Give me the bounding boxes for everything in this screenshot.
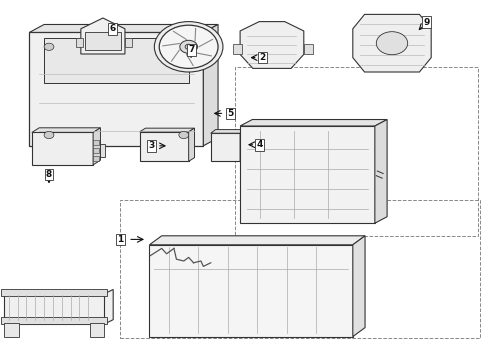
Polygon shape: [29, 24, 218, 32]
Text: 9: 9: [423, 18, 430, 27]
Bar: [88, 144, 105, 157]
Text: 3: 3: [149, 141, 155, 150]
Polygon shape: [353, 14, 431, 72]
Polygon shape: [140, 128, 195, 132]
Text: 4: 4: [256, 140, 263, 149]
Bar: [233, 44, 242, 54]
Polygon shape: [93, 128, 100, 165]
Bar: [76, 38, 83, 47]
Polygon shape: [4, 289, 113, 324]
Text: 1: 1: [117, 235, 123, 244]
Polygon shape: [211, 130, 245, 133]
Polygon shape: [149, 245, 353, 337]
Polygon shape: [189, 128, 195, 161]
Bar: [211, 133, 240, 161]
Bar: [1, 317, 107, 324]
Polygon shape: [353, 236, 365, 337]
Polygon shape: [240, 130, 245, 161]
Circle shape: [180, 40, 197, 53]
Text: 2: 2: [259, 53, 265, 62]
Bar: [1, 289, 107, 296]
Bar: [235, 67, 478, 236]
Polygon shape: [32, 128, 100, 132]
Bar: [304, 44, 313, 54]
Circle shape: [44, 43, 54, 50]
Circle shape: [179, 131, 189, 139]
Circle shape: [44, 131, 54, 139]
Polygon shape: [240, 126, 375, 223]
Text: 7: 7: [188, 45, 195, 54]
Text: 5: 5: [227, 109, 233, 118]
Polygon shape: [375, 120, 387, 223]
Bar: [4, 323, 19, 337]
Text: 6: 6: [110, 24, 116, 33]
Polygon shape: [203, 24, 218, 146]
Bar: [125, 38, 132, 47]
Circle shape: [179, 43, 189, 50]
Bar: [90, 323, 104, 337]
Polygon shape: [81, 18, 125, 54]
Bar: [93, 156, 99, 161]
Bar: [85, 32, 121, 50]
Circle shape: [159, 25, 218, 68]
Polygon shape: [240, 120, 387, 126]
Bar: [140, 132, 189, 161]
Circle shape: [376, 32, 408, 55]
Bar: [44, 38, 189, 84]
Bar: [120, 200, 480, 338]
Polygon shape: [29, 32, 203, 146]
Bar: [93, 140, 99, 145]
Bar: [32, 132, 93, 165]
Circle shape: [154, 22, 223, 72]
Bar: [4, 294, 104, 324]
Bar: [39, 144, 56, 157]
Bar: [93, 148, 99, 153]
Bar: [64, 144, 81, 157]
Text: 8: 8: [46, 170, 52, 179]
Polygon shape: [240, 22, 304, 68]
Polygon shape: [149, 236, 365, 245]
Circle shape: [185, 44, 192, 49]
